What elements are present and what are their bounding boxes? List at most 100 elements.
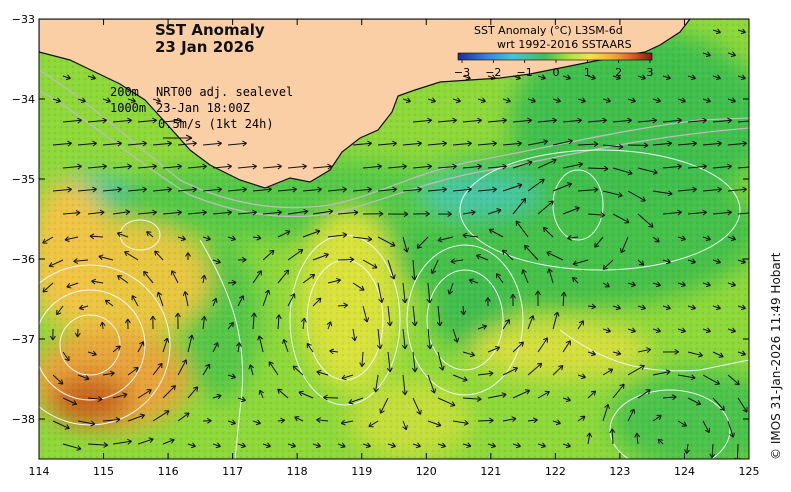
current-arrow	[578, 186, 599, 193]
current-arrow	[124, 318, 131, 330]
current-arrow	[52, 186, 72, 193]
map-title: SST Anomaly	[155, 21, 265, 39]
current-arrow	[527, 362, 543, 376]
current-arrow	[187, 442, 196, 449]
current-arrow	[131, 295, 139, 307]
current-arrow	[416, 236, 429, 249]
current-arrow	[237, 442, 246, 449]
current-arrow	[737, 350, 746, 357]
colorbar-tick-label: −1	[517, 66, 533, 79]
current-arrow	[727, 327, 736, 334]
current-arrow	[312, 252, 329, 261]
current-arrow	[102, 370, 115, 377]
current-arrow	[306, 342, 314, 353]
current-arrow	[612, 167, 633, 176]
current-arrow	[182, 291, 189, 307]
current-arrow	[411, 259, 418, 281]
current-arrow	[402, 97, 411, 104]
current-arrow	[312, 297, 322, 307]
current-arrow	[117, 275, 129, 284]
current-arrow	[712, 117, 732, 124]
current-arrow	[341, 374, 354, 381]
current-arrow	[287, 163, 307, 170]
current-arrow	[462, 351, 476, 358]
current-arrow	[227, 321, 234, 330]
map-legend: 200m NRT00 adj. sealevel 1000m 23-Jan 18…	[110, 85, 293, 142]
current-arrow	[652, 327, 661, 334]
current-arrow	[127, 97, 136, 104]
current-arrow	[227, 140, 247, 147]
current-arrow	[162, 337, 170, 353]
current-arrow	[521, 269, 529, 284]
isobaths	[39, 69, 749, 218]
current-arrow	[275, 314, 282, 330]
current-arrow	[475, 253, 489, 261]
current-arrow	[338, 209, 359, 216]
current-arrow	[437, 117, 457, 124]
current-arrow	[612, 383, 625, 399]
current-arrow	[323, 394, 339, 401]
current-arrow	[687, 117, 707, 124]
current-arrow	[124, 251, 139, 261]
current-arrow	[252, 234, 262, 241]
current-arrow	[262, 163, 282, 170]
current-arrow	[262, 209, 282, 216]
current-arrow	[437, 236, 454, 243]
current-arrow	[177, 235, 186, 242]
current-arrow	[362, 259, 378, 269]
current-arrow	[537, 74, 546, 81]
current-arrow	[98, 254, 114, 261]
current-arrow	[447, 282, 454, 295]
current-arrow	[512, 74, 521, 81]
current-arrow	[602, 282, 610, 288]
current-arrow	[687, 397, 702, 406]
current-arrow	[127, 413, 145, 422]
current-arrow	[501, 249, 514, 261]
current-arrow	[552, 419, 561, 426]
lat-tick-label: −36	[12, 253, 35, 266]
current-arrow	[468, 278, 479, 284]
current-arrow	[146, 231, 154, 238]
current-arrow	[294, 416, 304, 422]
current-arrow	[620, 236, 629, 254]
current-arrow	[411, 351, 418, 373]
current-arrow	[258, 389, 265, 399]
current-arrow	[162, 438, 175, 445]
current-arrow	[587, 390, 597, 399]
current-arrow	[487, 442, 496, 449]
current-arrow	[527, 315, 535, 330]
current-arrow	[104, 299, 114, 307]
current-arrow	[202, 140, 222, 147]
current-arrow	[257, 335, 264, 353]
current-arrow	[512, 160, 533, 169]
current-arrow	[228, 279, 237, 286]
current-arrow	[512, 117, 532, 124]
sst-anomaly-field	[39, 19, 749, 459]
current-arrow	[427, 186, 447, 193]
current-arrow	[562, 161, 583, 169]
current-arrow	[413, 210, 430, 217]
current-arrow	[174, 312, 181, 330]
current-arrow	[627, 408, 636, 422]
current-arrow	[737, 212, 749, 215]
current-arrow	[52, 374, 64, 385]
current-arrow	[52, 140, 72, 147]
current-arrow	[363, 210, 384, 217]
current-arrow	[102, 140, 122, 147]
current-arrow	[87, 396, 103, 402]
current-arrow	[112, 392, 128, 399]
current-arrow	[512, 341, 524, 353]
lon-tick-label: 116	[158, 465, 179, 478]
current-arrow	[401, 282, 408, 304]
current-arrow	[162, 385, 176, 399]
current-arrow	[737, 74, 746, 81]
current-arrow	[316, 369, 329, 376]
current-arrow	[338, 256, 355, 263]
current-arrow	[227, 186, 247, 193]
current-arrow	[712, 28, 721, 35]
current-arrow	[663, 394, 677, 401]
current-arrow	[62, 397, 78, 406]
current-arrow	[684, 443, 690, 454]
current-arrow	[452, 374, 468, 382]
current-arrow	[687, 258, 696, 265]
